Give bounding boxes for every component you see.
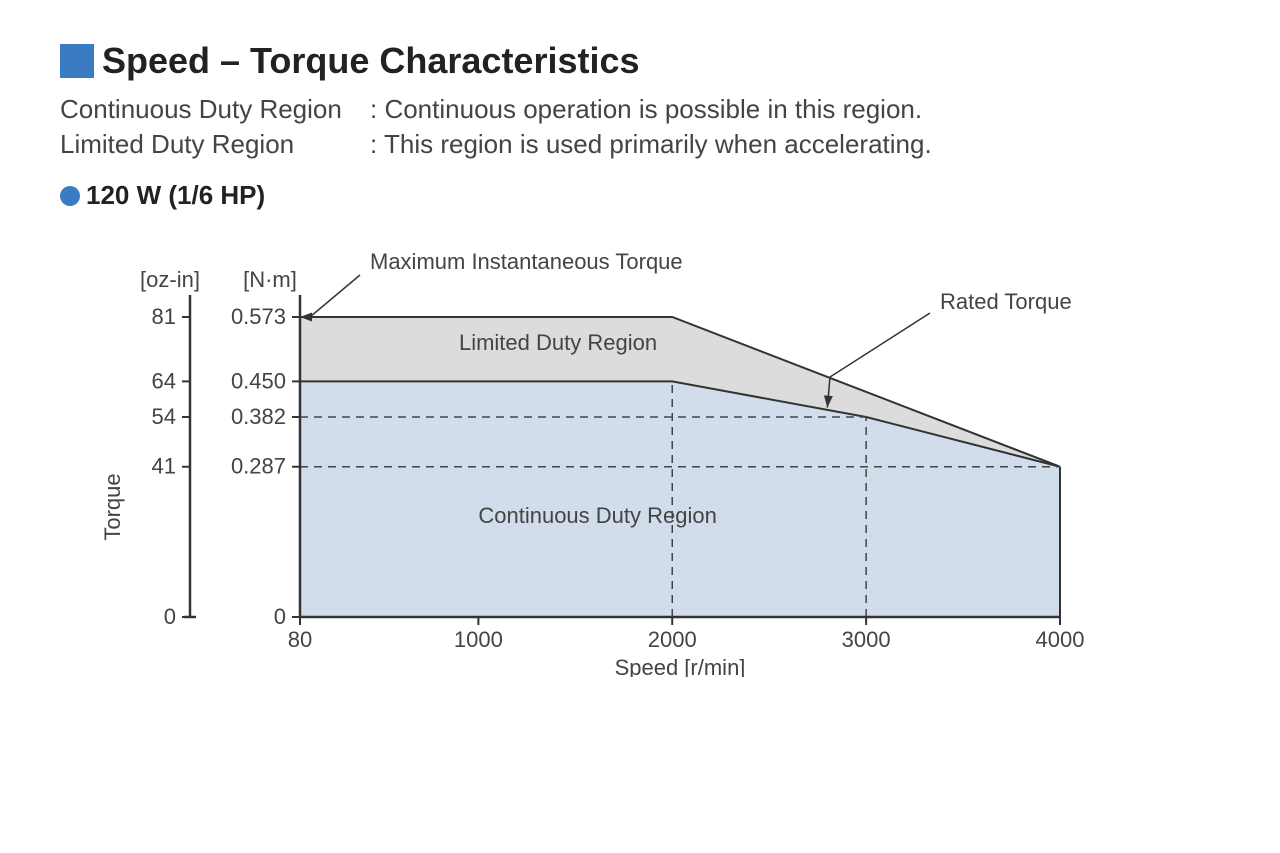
svg-text:0.382: 0.382 xyxy=(231,404,286,429)
desc-row2-label: Limited Duty Region xyxy=(60,127,370,162)
svg-text:54: 54 xyxy=(152,404,176,429)
svg-text:3000: 3000 xyxy=(842,627,891,652)
title-square-icon xyxy=(60,44,94,78)
desc-row1-label: Continuous Duty Region xyxy=(60,92,370,127)
main-title: Speed – Torque Characteristics xyxy=(102,40,640,82)
svg-text:[N·m]: [N·m] xyxy=(243,267,297,292)
subheading-row: 120 W (1/6 HP) xyxy=(60,180,1220,211)
speed-torque-chart: 80 1000 2000 3000 4000 Speed [r/min] 0 0.287 0.3… xyxy=(60,217,1220,682)
desc-row1-text: : Continuous operation is possible in th… xyxy=(370,92,922,127)
svg-text:Rated Torque: Rated Torque xyxy=(940,289,1072,314)
svg-text:0: 0 xyxy=(274,604,286,629)
svg-text:0: 0 xyxy=(164,604,176,629)
svg-text:Torque: Torque xyxy=(100,474,125,541)
svg-text:0.450: 0.450 xyxy=(231,369,286,394)
svg-text:0.287: 0.287 xyxy=(231,454,286,479)
chart-svg: 80 1000 2000 3000 4000 Speed [r/min] 0 0.287 0.3… xyxy=(60,217,1110,677)
svg-text:81: 81 xyxy=(152,304,176,329)
svg-text:64: 64 xyxy=(152,369,176,394)
svg-text:Maximum Instantaneous Torque: Maximum Instantaneous Torque xyxy=(370,249,683,274)
svg-text:41: 41 xyxy=(152,454,176,479)
svg-text:1000: 1000 xyxy=(454,627,503,652)
svg-text:0.573: 0.573 xyxy=(231,304,286,329)
sub-title: 120 W (1/6 HP) xyxy=(86,180,265,211)
svg-text:[oz-in]: [oz-in] xyxy=(140,267,200,292)
svg-text:Speed [r/min]: Speed [r/min] xyxy=(615,655,746,677)
svg-text:Continuous Duty Region: Continuous Duty Region xyxy=(478,503,716,528)
desc-row2-text: : This region is used primarily when acc… xyxy=(370,127,932,162)
title-row: Speed – Torque Characteristics xyxy=(60,40,1220,82)
svg-text:Limited Duty Region: Limited Duty Region xyxy=(459,330,657,355)
svg-text:80: 80 xyxy=(288,627,312,652)
bullet-dot-icon xyxy=(60,186,80,206)
svg-text:4000: 4000 xyxy=(1036,627,1085,652)
svg-text:2000: 2000 xyxy=(648,627,697,652)
description-block: Continuous Duty Region : Continuous oper… xyxy=(60,92,1220,162)
